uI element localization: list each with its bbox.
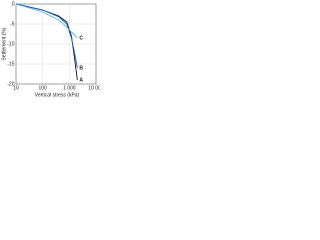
plot-frame bbox=[15, 3, 97, 85]
series-label: A bbox=[79, 77, 83, 83]
y-tick-label: -15 bbox=[7, 61, 14, 67]
y-tick-label: -20 bbox=[7, 81, 14, 87]
x-tick-label: 10 bbox=[13, 85, 19, 91]
y-tick-label: -5 bbox=[10, 21, 15, 27]
series-line bbox=[15, 3, 78, 39]
y-tick-label: 0 bbox=[12, 1, 15, 7]
series-label: C bbox=[79, 35, 83, 41]
series-line bbox=[15, 3, 78, 81]
x-tick-label: 10 000 bbox=[88, 85, 100, 91]
x-tick-label: 1 000 bbox=[63, 85, 76, 91]
series-label: B bbox=[79, 65, 83, 71]
x-axis-label: Vertical stress (kPa) bbox=[35, 92, 80, 98]
y-tick-label: -10 bbox=[7, 41, 14, 47]
y-axis-label: Settlement (%) bbox=[1, 27, 7, 60]
x-tick-label: 100 bbox=[38, 85, 47, 91]
chart: Settlement (%) Vertical stress (kPa) 0 -5… bbox=[1, 1, 100, 98]
series-line bbox=[15, 3, 78, 69]
